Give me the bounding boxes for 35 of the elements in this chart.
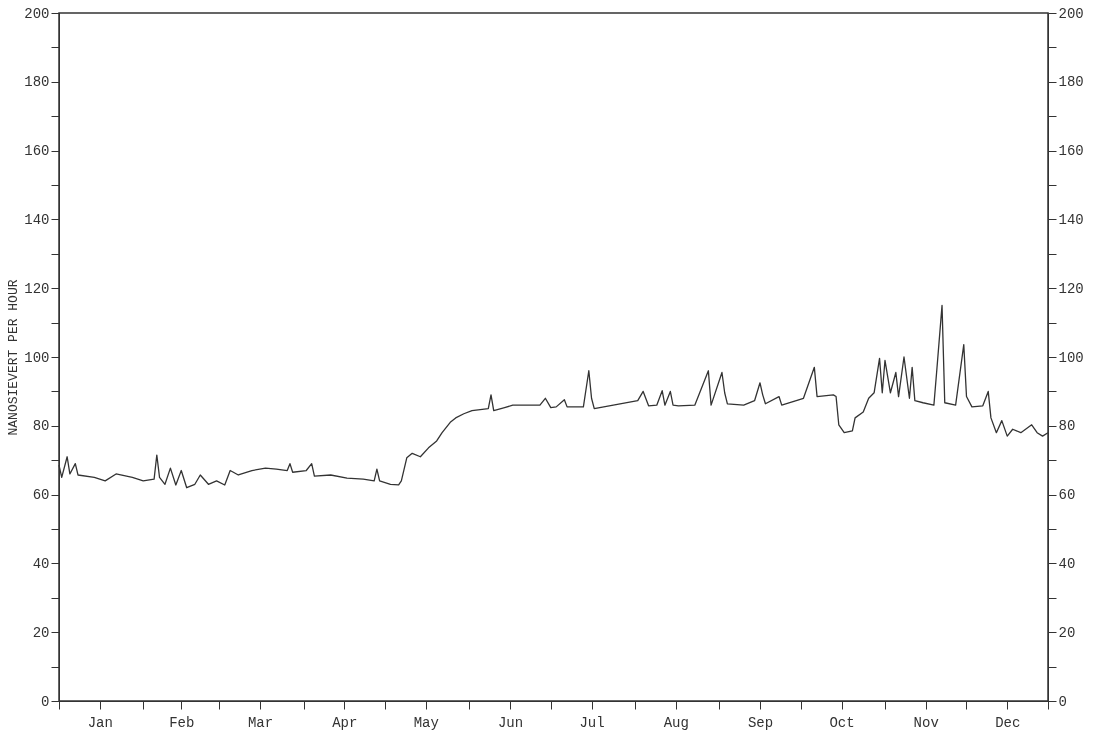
- y-tick-label: 60: [32, 487, 50, 504]
- x-tick-label: Jul: [579, 714, 605, 731]
- x-tick-label: Nov: [913, 714, 939, 731]
- y2-tick-label: 180: [1058, 74, 1084, 91]
- x-tick-label: May: [413, 714, 439, 731]
- y-tick-label: 40: [32, 555, 50, 572]
- y-tick-label: 160: [24, 143, 50, 160]
- y-tick-label: 20: [32, 624, 50, 641]
- x-tick-label: Feb: [169, 714, 195, 731]
- x-tick-label: Apr: [332, 714, 358, 731]
- y2-tick-label: 100: [1058, 349, 1084, 366]
- y-tick-label: 140: [24, 211, 50, 228]
- x-tick-label: Sep: [747, 714, 774, 731]
- y-tick-label: 180: [24, 74, 50, 91]
- y-axis-title: NANOSIEVERT PER HOUR: [6, 279, 22, 436]
- y2-tick-label: 80: [1058, 418, 1076, 435]
- y2-tick-label: 120: [1058, 280, 1084, 297]
- y-tick-label: 200: [24, 5, 50, 22]
- x-tick-label: Aug: [663, 714, 689, 731]
- y-tick-label: 80: [32, 418, 50, 435]
- y2-tick-label: 0: [1058, 693, 1067, 710]
- y-tick-label: 0: [41, 693, 50, 710]
- y2-tick-label: 160: [1058, 143, 1084, 160]
- y2-tick-label: 200: [1058, 5, 1084, 22]
- y2-tick-label: 20: [1058, 624, 1076, 641]
- y2-tick-label: 60: [1058, 487, 1076, 504]
- x-tick-label: Dec: [995, 714, 1021, 731]
- y2-tick-label: 40: [1058, 555, 1076, 572]
- y2-tick-label: 140: [1058, 211, 1084, 228]
- x-tick-label: Mar: [247, 714, 274, 731]
- x-tick-label: Oct: [829, 714, 855, 731]
- y-tick-label: 100: [24, 349, 50, 366]
- x-tick-label: Jun: [497, 714, 524, 731]
- x-tick-label: Jan: [87, 714, 113, 731]
- y-tick-label: 120: [24, 280, 50, 297]
